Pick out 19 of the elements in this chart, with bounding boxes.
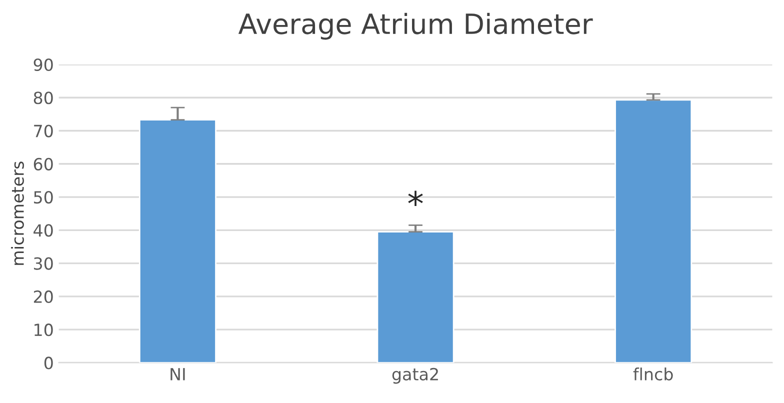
y-tick-label: 50 [34, 190, 53, 204]
y-tick-label: 40 [34, 224, 53, 237]
y-tick-label: 30 [34, 257, 53, 270]
y-tick-label: 0 [44, 356, 53, 370]
x-tick-label: flncb [633, 368, 673, 380]
bar [614, 99, 692, 363]
annotation: * [408, 190, 423, 206]
y-tick-label: 10 [34, 324, 53, 336]
y-tick-label: 60 [34, 158, 53, 170]
y-tick-label: 80 [34, 92, 53, 104]
y-tick-label: 70 [34, 124, 53, 138]
chart-title: Average Atrium Diameter [238, 12, 593, 40]
bar [376, 231, 454, 363]
y-tick-label: 90 [34, 58, 53, 72]
y-axis-title: micrometers [11, 162, 24, 265]
x-tick-label: NI [170, 368, 185, 380]
y-tick-label: 20 [34, 290, 53, 303]
bar [138, 119, 216, 363]
x-tick-label: gata2 [392, 368, 438, 384]
